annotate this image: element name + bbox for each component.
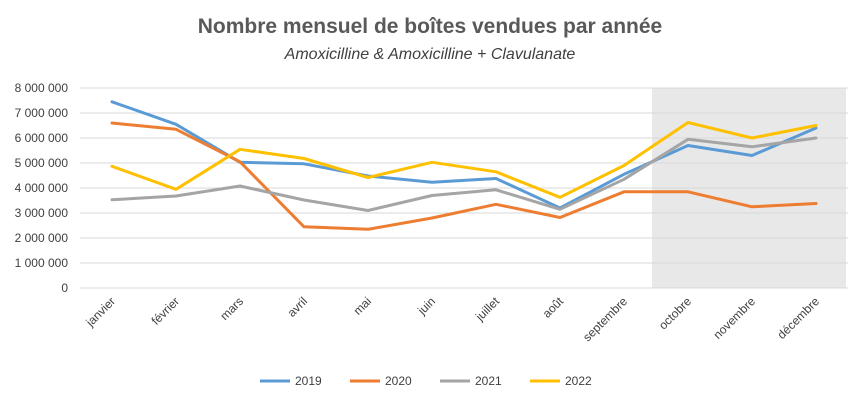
y-tick-label: 3 000 000 <box>15 206 69 220</box>
y-tick-label: 5 000 000 <box>15 156 69 170</box>
x-tick-label: octobre <box>656 294 694 332</box>
y-tick-label: 2 000 000 <box>15 231 69 245</box>
x-tick-label: juillet <box>472 294 502 324</box>
legend-label-2022: 2022 <box>565 374 592 388</box>
chart-subtitle: Amoxicilline & Amoxicilline + Clavulanat… <box>284 46 576 63</box>
x-tick-label: décembre <box>774 294 822 342</box>
x-tick-label: avril <box>285 294 310 319</box>
x-tick-label: mars <box>217 294 246 323</box>
y-tick-label: 4 000 000 <box>15 181 69 195</box>
series-line-2022 <box>110 121 818 199</box>
x-tick-label: mai <box>351 294 375 318</box>
y-tick-label: 0 <box>61 281 68 295</box>
y-tick-label: 8 000 000 <box>15 81 69 95</box>
x-tick-label: août <box>540 294 567 321</box>
y-tick-label: 1 000 000 <box>15 256 69 270</box>
x-tick-label: septembre <box>580 294 630 344</box>
series-line-2021 <box>110 136 818 212</box>
legend-label-2020: 2020 <box>385 374 412 388</box>
y-tick-label: 6 000 000 <box>15 131 69 145</box>
x-tick-label: février <box>149 294 182 327</box>
x-tick-label: juin <box>414 294 438 318</box>
chart-title: Nombre mensuel de boîtes vendues par ann… <box>197 15 663 38</box>
legend-label-2019: 2019 <box>295 374 322 388</box>
y-tick-label: 7 000 000 <box>15 106 69 120</box>
legend-label-2021: 2021 <box>475 374 502 388</box>
x-tick-label: janvier <box>83 294 119 330</box>
x-tick-label: novembre <box>710 294 758 342</box>
